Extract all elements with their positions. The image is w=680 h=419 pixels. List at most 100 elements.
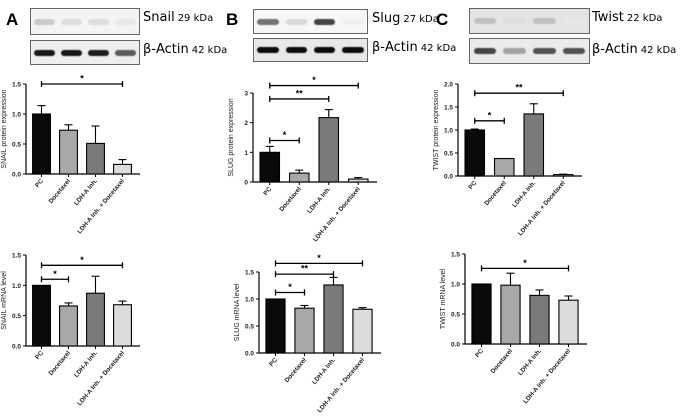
twist-blot — [469, 8, 590, 34]
blot-band — [562, 48, 586, 54]
y-axis-label: SNAIL protein expression — [1, 89, 8, 168]
blot-band — [473, 18, 497, 24]
molecular-weight: 42 kDa — [191, 45, 228, 56]
y-tick-label: 1.0 — [451, 282, 460, 289]
x-tick-label: Docetaxel — [278, 186, 303, 213]
bar — [352, 308, 373, 354]
snail-blot — [30, 8, 140, 35]
actin-blot-c — [469, 38, 590, 64]
bar — [558, 299, 579, 345]
blot-band — [88, 49, 109, 56]
bar — [259, 151, 281, 183]
panel-letter-a: A — [6, 10, 19, 29]
blot-band — [257, 18, 279, 25]
y-tick-label: 1.0 — [12, 112, 21, 119]
blot-band — [533, 48, 556, 54]
significance-label: * — [288, 282, 292, 292]
x-tick-label: LDH-A Inh. — [306, 186, 332, 215]
snail-protein-chart: 0.0 0.5 1.0 1.5 SNAIL protein expression PC Do… — [1, 74, 140, 236]
blot-band — [88, 18, 109, 25]
y-tick-label: 1.5 — [245, 270, 254, 277]
y-tick-label: 2.0 — [444, 82, 453, 89]
x-tick-label: LDH-A Inh. — [73, 178, 99, 207]
molecular-weight: 22 kDa — [626, 13, 663, 24]
molecular-weight: 42 kDa — [640, 45, 677, 56]
significance-label: * — [283, 130, 287, 140]
blot-band — [61, 49, 82, 56]
protein-name: Twist — [592, 10, 624, 25]
twist-blot-label: Twist 22 kDa — [592, 10, 662, 25]
y-axis-label: SLUG protein expression — [228, 98, 235, 176]
blot-band — [285, 47, 308, 53]
bar — [464, 129, 486, 177]
slug-blot-label: Slug 27 kDa — [372, 11, 439, 26]
bar — [265, 298, 286, 354]
x-tick-label: Docetaxel — [483, 180, 508, 207]
bar — [59, 129, 78, 175]
y-tick-label: 1.0 — [444, 128, 453, 135]
x-tick-label: LDH-A Inh. — [311, 357, 337, 386]
y-tick-label: 0 — [244, 180, 248, 187]
y-tick-label: 0.5 — [12, 142, 21, 149]
bar — [32, 113, 51, 175]
y-tick-label: 1.0 — [245, 297, 254, 304]
y-tick-label: 3 — [244, 91, 248, 98]
y-tick-label: 1.5 — [12, 82, 21, 89]
x-tick-label: PC — [268, 356, 279, 368]
blot-band — [503, 18, 526, 24]
twist-protein-chart: 0.0 0.5 1.0 1.5 2.0 TWIST protein expression P… — [433, 82, 582, 237]
actin-blot-label-c: β-Actin 42 kDa — [592, 42, 676, 57]
x-tick-label: LDH-A Inh. + Docetaxel — [76, 178, 126, 236]
actin-blot-b — [253, 38, 368, 62]
bar — [32, 284, 51, 347]
snail-mrna-chart: 0.0 0.5 1.0 1.5 SNAIL mRNA level PC Docetaxel L… — [1, 253, 140, 407]
y-tick-label: 0.5 — [245, 324, 254, 331]
x-tick-label: PC — [467, 179, 478, 191]
bar — [113, 304, 132, 347]
protein-name: Slug — [372, 11, 401, 26]
bar — [500, 284, 521, 345]
y-axis-label: TWIST mRNA level — [440, 268, 447, 329]
x-tick-label: LDH-A Inh. — [511, 180, 537, 209]
molecular-weight: 42 kDa — [420, 43, 457, 54]
blot-band — [562, 18, 586, 24]
y-axis-label: TWIST protein expression — [433, 90, 440, 171]
x-tick-label: PC — [474, 347, 485, 359]
significance-label: * — [317, 253, 321, 263]
bar — [493, 157, 515, 177]
y-tick-label: 0.5 — [444, 151, 453, 158]
y-tick-label: 0.0 — [444, 174, 453, 181]
actin-blot-a — [30, 40, 140, 65]
significance-label: * — [80, 255, 84, 265]
blot-band — [473, 48, 497, 54]
significance-label: ** — [296, 88, 304, 98]
x-tick-label: Docetaxel — [284, 357, 309, 384]
significance-label: * — [80, 74, 84, 84]
bar — [86, 142, 105, 175]
y-tick-label: 1 — [244, 150, 248, 157]
twist-mrna-chart: 0.0 0.5 1.0 1.5 TWIST mRNA level PC Docetaxel L… — [440, 252, 587, 405]
blot-band — [313, 18, 336, 25]
protein-name: β-Actin — [592, 42, 638, 57]
bar — [113, 163, 132, 175]
x-tick-label: PC — [34, 349, 45, 361]
y-tick-label: 0.0 — [451, 342, 460, 349]
y-tick-label: 1.5 — [451, 252, 460, 259]
bar — [552, 174, 574, 177]
x-tick-label: Docetaxel — [48, 350, 73, 377]
molecular-weight: 27 kDa — [403, 14, 439, 25]
protein-name: β-Actin — [372, 40, 418, 55]
x-tick-label: PC — [34, 177, 45, 189]
panel-letter-b: B — [226, 10, 239, 29]
bar — [86, 292, 105, 347]
bar — [59, 305, 78, 347]
y-tick-label: 0.0 — [245, 351, 254, 358]
blot-band — [342, 18, 364, 25]
actin-blot-label-b: β-Actin 42 kDa — [372, 40, 456, 55]
significance-label: ** — [301, 264, 309, 274]
blot-band — [34, 49, 55, 56]
bar — [288, 172, 310, 183]
bar — [294, 307, 315, 354]
blot-band — [313, 47, 336, 53]
x-tick-label: Docetaxel — [48, 178, 73, 205]
